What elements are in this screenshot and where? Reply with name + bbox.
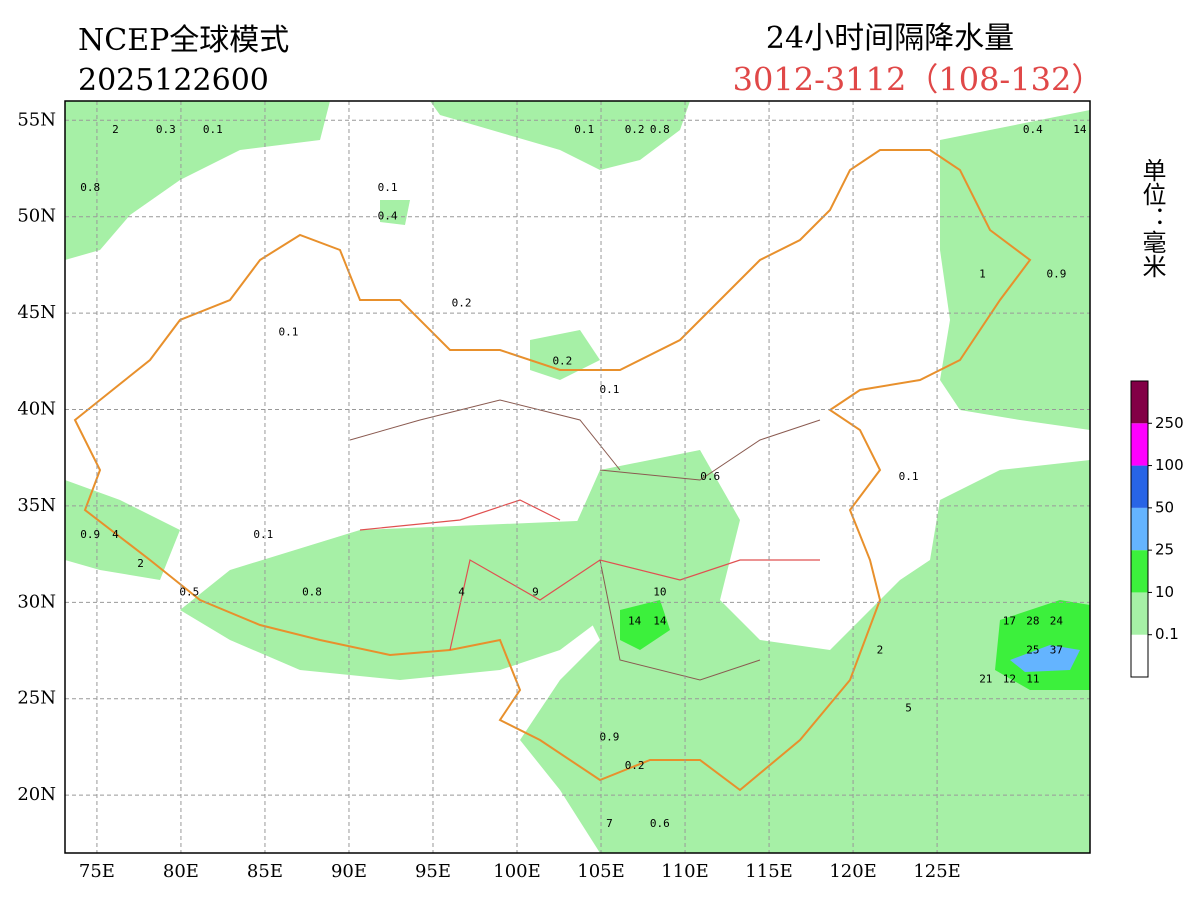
precip-value: 0.2 [625, 123, 645, 136]
colorbar-label: 50 [1155, 498, 1174, 516]
precip-value: 0.1 [899, 470, 919, 483]
precip-value: 17 [1003, 615, 1016, 628]
map-frame [64, 100, 1091, 854]
precip-area [65, 480, 180, 580]
x-tick-label: 100E [493, 861, 541, 882]
unit-label: 单位：毫米 [1138, 158, 1166, 278]
precip-area-25 [1010, 645, 1080, 672]
x-tick-label: 85E [247, 861, 283, 882]
precip-value: 0.5 [179, 586, 199, 599]
precip-value: 4 [458, 586, 465, 599]
precip-value: 0.4 [378, 210, 398, 223]
precip-area [430, 101, 690, 170]
precip-value: 10 [653, 586, 666, 599]
precip-value: 0.6 [650, 817, 670, 830]
precip-value: 1 [979, 268, 986, 281]
colorbar-label: 250 [1155, 414, 1184, 432]
precip-value: 0.8 [80, 181, 100, 194]
precip-value: 4 [112, 528, 119, 541]
x-tick-label: 125E [913, 861, 961, 882]
y-tick-label: 20N [17, 784, 56, 805]
precip-value: 0.9 [1046, 268, 1066, 281]
x-tick-label: 120E [829, 861, 877, 882]
color-swatch [1131, 550, 1148, 593]
precip-value: 11 [1026, 672, 1039, 685]
x-tick-label: 90E [331, 861, 367, 882]
y-tick-label: 55N [17, 109, 56, 130]
color-swatch [1131, 423, 1148, 466]
precip-value: 14 [653, 615, 667, 628]
precip-value: 0.2 [625, 759, 645, 772]
precip-value: 0.1 [574, 123, 594, 136]
y-tick-label: 30N [17, 591, 56, 612]
precip-area [530, 330, 600, 380]
color-swatch [1131, 634, 1148, 677]
precip-value: 37 [1050, 644, 1063, 657]
precip-value: 0.1 [599, 383, 619, 396]
x-tick-label: 75E [79, 861, 115, 882]
product-title: 24小时间隔降水量 [766, 21, 1014, 56]
y-tick-label: 35N [17, 495, 56, 516]
colorbar-label: 10 [1155, 583, 1174, 601]
precip-value: 12 [1003, 672, 1016, 685]
precip-value: 0.1 [279, 325, 299, 338]
precip-area [520, 450, 1090, 853]
precip-value: 9 [532, 586, 539, 599]
precip-area [620, 600, 670, 650]
precip-value: 0.1 [253, 528, 273, 541]
precip-value: 0.4 [1023, 123, 1043, 136]
province-border [349, 399, 821, 681]
precip-value: 7 [606, 817, 613, 830]
precip-value: 0.9 [599, 730, 619, 743]
precip-area [380, 200, 410, 225]
y-tick-label: 40N [17, 399, 56, 420]
precip-value: 0.1 [203, 123, 223, 136]
y-tick-label: 45N [17, 302, 56, 323]
precip-value: 25 [1026, 644, 1039, 657]
precip-value: 24 [1050, 615, 1064, 628]
precip-value: 0.1 [378, 181, 398, 194]
color-swatch [1131, 381, 1148, 424]
precip-value: 0.2 [552, 354, 572, 367]
precip-value: 0.3 [156, 123, 176, 136]
precip-value: 21 [979, 672, 992, 685]
precip-value: 0.2 [452, 296, 472, 309]
y-tick-label: 50N [17, 206, 56, 227]
precip-area [940, 110, 1090, 430]
china-border [73, 149, 1032, 792]
x-tick-label: 80E [163, 861, 199, 882]
y-tick-label: 25N [17, 688, 56, 709]
x-tick-label: 110E [661, 861, 709, 882]
colorbar-label: 25 [1155, 541, 1174, 559]
legend: 0.1 10 25 50 100 250 [1130, 380, 1184, 678]
x-tick-label: 95E [415, 861, 451, 882]
x-tick-label: 105E [577, 861, 625, 882]
colorbar-label: 0.1 [1155, 625, 1179, 643]
color-swatch [1131, 507, 1148, 551]
model-title: NCEP全球模式 [78, 23, 289, 58]
precip-value: 28 [1026, 615, 1039, 628]
precip-area [65, 101, 330, 260]
precip-value: 5 [905, 701, 912, 714]
precip-value: 2 [137, 557, 144, 570]
period: 3012-3112（108-132） [733, 61, 1104, 99]
precip-value: 14 [628, 615, 642, 628]
precip-value: 0.9 [80, 528, 100, 541]
color-swatch [1131, 592, 1148, 635]
precip-value: 0.6 [700, 470, 720, 483]
precip-value: 14 [1073, 123, 1087, 136]
precip-value: 2 [112, 123, 119, 136]
precip-value: 2 [877, 644, 884, 657]
colorbar-label: 100 [1155, 456, 1184, 474]
colorbar-frame [1130, 380, 1149, 678]
x-tick-label: 115E [745, 861, 793, 882]
color-swatch [1131, 465, 1148, 508]
precip-value: 0.8 [302, 586, 322, 599]
init-time: 2025122600 [78, 63, 269, 98]
precip-value: 0.8 [650, 123, 670, 136]
